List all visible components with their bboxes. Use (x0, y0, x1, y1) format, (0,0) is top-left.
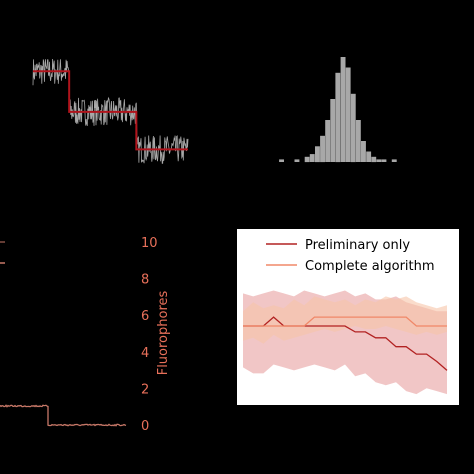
histogram-bar (340, 57, 346, 162)
y-tick-label: 6 (141, 309, 149, 324)
histogram-bar (366, 151, 372, 162)
histogram-bar (315, 146, 320, 163)
y-tick-label: 10 (141, 236, 158, 251)
panel-histogram (279, 57, 397, 163)
noisy-trace (32, 58, 189, 164)
series-line-complete (243, 316, 447, 327)
panel-fluorophore-trace: Fluorophores 0 2 4 6 8 10 (0, 236, 171, 434)
panel-trace-with-step-fit (32, 58, 189, 164)
legend-label-preliminary: Preliminary only (305, 238, 410, 253)
histogram-bar (371, 156, 377, 163)
histogram-bar (279, 159, 284, 162)
histogram-bar (376, 159, 382, 162)
panel-algorithm-comparison: Preliminary only Complete algorithm (237, 229, 459, 405)
histogram-bar (345, 67, 351, 162)
series-line-preliminary (243, 316, 448, 371)
histogram-bar (335, 72, 341, 163)
histogram-bar (361, 141, 366, 162)
histogram-bar (381, 159, 387, 162)
histogram-bar (325, 120, 331, 162)
histogram-bar (304, 156, 310, 163)
histogram-bar (355, 120, 361, 162)
step-fit-line (33, 70, 188, 151)
histogram-bar (330, 99, 336, 162)
confidence-bands (243, 290, 447, 395)
histogram-bar (350, 93, 356, 163)
y-tick-label: 4 (141, 346, 149, 361)
band-complete (243, 296, 447, 344)
legend: Preliminary only Complete algorithm (266, 238, 435, 274)
legend-label-complete: Complete algorithm (305, 259, 435, 274)
histogram-bar (309, 154, 315, 162)
histogram-bar (391, 159, 397, 162)
histogram-bar (320, 135, 325, 163)
histogram-bar (294, 159, 300, 162)
fluorophore-trace-line (0, 404, 127, 427)
y-tick-label: 0 (141, 419, 149, 434)
y-tick-label: 2 (141, 382, 149, 397)
y-tick-label: 8 (141, 273, 149, 288)
y-axis-label-fluorophores: Fluorophores (156, 290, 171, 375)
series-lines (243, 316, 448, 371)
